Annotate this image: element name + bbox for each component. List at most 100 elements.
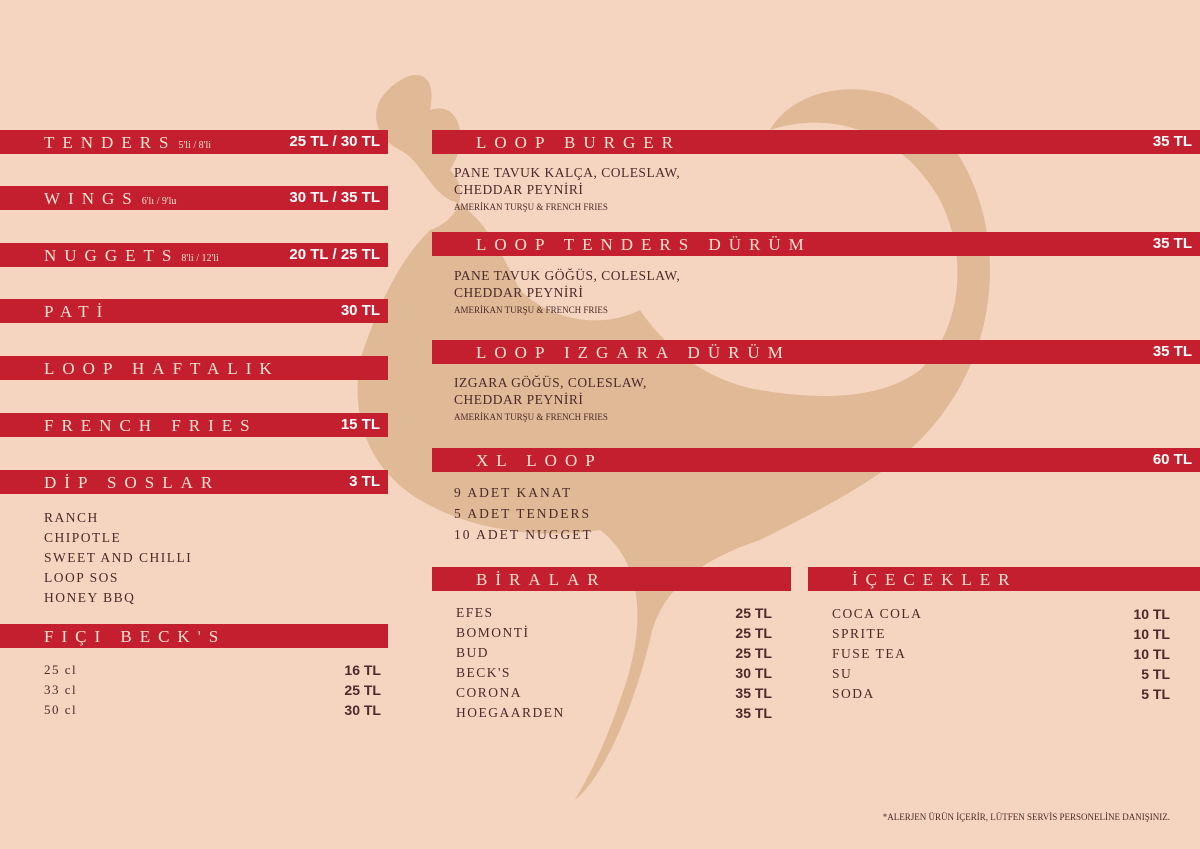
section-bar: XL LOOP 60 TL [432, 448, 1200, 472]
section-bar: LOOP IZGARA DÜRÜM 35 TL [432, 340, 1200, 364]
item-extra: AMERİKAN TURŞU & FRENCH FRIES [454, 412, 608, 422]
section-title: DİP SOSLAR [44, 473, 220, 493]
menu-item: HOEGAARDEN [456, 705, 565, 720]
menu-item: 50 cl [44, 702, 78, 717]
section-title: BİRALAR [476, 570, 607, 590]
section-title: LOOP HAFTALIK [44, 359, 280, 379]
item-description: 5 ADET TENDERS [454, 506, 592, 521]
item-description: 10 ADET NUGGET [454, 527, 593, 542]
section-price: 20 TL / 25 TL [289, 246, 380, 263]
section-bar: PATİ 30 TL [0, 299, 388, 323]
item-price: 25 TL [735, 605, 772, 621]
item-price: 35 TL [735, 685, 772, 701]
item-description: IZGARA GÖĞÜS, COLESLAW, [454, 375, 647, 390]
menu-item: LOOP SOS [44, 570, 119, 585]
section-price: 35 TL [1152, 343, 1192, 360]
menu-item: SODA [832, 686, 875, 701]
menu-item: 33 cl [44, 682, 78, 697]
section-title: NUGGETS 8'li / 12'li [44, 246, 219, 266]
item-description: CHEDDAR PEYNİRİ [454, 182, 584, 197]
section-title: LOOP TENDERS DÜRÜM [476, 235, 812, 255]
menu-item: RANCH [44, 510, 99, 525]
section-price: 35 TL [1152, 133, 1192, 150]
section-bar: BİRALAR [432, 567, 791, 591]
menu-item: SWEET AND CHILLI [44, 550, 193, 565]
item-price: 16 TL [344, 662, 381, 678]
title-text: LOOP TENDERS DÜRÜM [476, 235, 812, 254]
title-text: FRENCH FRIES [44, 416, 258, 435]
section-title: PATİ [44, 302, 110, 322]
section-bar: DİP SOSLAR 3 TL [0, 470, 388, 494]
menu-item: HONEY BBQ [44, 590, 136, 605]
item-price: 25 TL [735, 625, 772, 641]
menu-item: BECK'S [456, 665, 511, 680]
footer-note: *ALERJEN ÜRÜN İÇERİR, LÜTFEN SERVİS PERS… [882, 812, 1170, 822]
item-price: 30 TL [344, 702, 381, 718]
item-price: 25 TL [735, 645, 772, 661]
section-title: FRENCH FRIES [44, 416, 258, 436]
menu-item: BOMONTİ [456, 625, 530, 640]
item-price: 10 TL [1133, 626, 1170, 642]
menu-item: CHIPOTLE [44, 530, 122, 545]
menu-item: SPRITE [832, 626, 887, 641]
section-bar: WINGS 6'lı / 9'lu 30 TL / 35 TL [0, 186, 388, 210]
item-extra: AMERİKAN TURŞU & FRENCH FRIES [454, 305, 608, 315]
section-price: 30 TL [340, 302, 380, 319]
section-bar: İÇECEKLER [808, 567, 1200, 591]
section-price: 3 TL [349, 473, 380, 490]
menu-item: BUD [456, 645, 490, 660]
section-bar: NUGGETS 8'li / 12'li 20 TL / 25 TL [0, 243, 388, 267]
item-extra: AMERİKAN TURŞU & FRENCH FRIES [454, 202, 608, 212]
title-text: XL LOOP [476, 451, 603, 470]
section-price: 60 TL [1152, 451, 1192, 468]
section-title: XL LOOP [476, 451, 603, 471]
menu-item: FUSE TEA [832, 646, 907, 661]
section-price: 15 TL [340, 416, 380, 433]
section-price: 35 TL [1152, 235, 1192, 252]
portion-note: 8'li / 12'li [181, 253, 219, 264]
menu-item: SU [832, 666, 853, 681]
portion-note: 6'lı / 9'lu [141, 196, 177, 207]
menu-item: COCA COLA [832, 606, 923, 621]
section-title: TENDERS 5'li / 8'li [44, 133, 211, 153]
item-price: 5 TL [1141, 686, 1170, 702]
title-text: LOOP BURGER [476, 133, 681, 152]
item-price: 10 TL [1133, 646, 1170, 662]
item-description: PANE TAVUK KALÇA, COLESLAW, [454, 165, 681, 180]
section-bar: LOOP TENDERS DÜRÜM 35 TL [432, 232, 1200, 256]
title-text: İÇECEKLER [852, 570, 1018, 589]
title-text: TENDERS [44, 133, 177, 152]
title-text: BİRALAR [476, 570, 607, 589]
item-price: 30 TL [735, 665, 772, 681]
section-title: İÇECEKLER [852, 570, 1018, 590]
section-title: WINGS 6'lı / 9'lu [44, 189, 176, 209]
item-price: 35 TL [735, 705, 772, 721]
item-description: CHEDDAR PEYNİRİ [454, 285, 584, 300]
section-bar: FIÇI BECK'S [0, 624, 388, 648]
title-text: NUGGETS [44, 246, 180, 265]
item-price: 5 TL [1141, 666, 1170, 682]
section-title: LOOP BURGER [476, 133, 681, 153]
item-price: 25 TL [344, 682, 381, 698]
title-text: LOOP IZGARA DÜRÜM [476, 343, 791, 362]
section-bar: TENDERS 5'li / 8'li 25 TL / 30 TL [0, 130, 388, 154]
item-price: 10 TL [1133, 606, 1170, 622]
item-description: CHEDDAR PEYNİRİ [454, 392, 584, 407]
title-text: DİP SOSLAR [44, 473, 221, 492]
section-title: FIÇI BECK'S [44, 627, 226, 647]
menu-item: CORONA [456, 685, 523, 700]
section-bar: FRENCH FRIES 15 TL [0, 413, 388, 437]
title-text: PATİ [44, 302, 111, 321]
title-text: WINGS [44, 189, 140, 208]
section-bar: LOOP BURGER 35 TL [432, 130, 1200, 154]
section-title: LOOP IZGARA DÜRÜM [476, 343, 791, 363]
item-description: PANE TAVUK GÖĞÜS, COLESLAW, [454, 268, 681, 283]
title-text: FIÇI BECK'S [44, 627, 227, 646]
section-bar: LOOP HAFTALIK [0, 356, 388, 380]
menu-item: 25 cl [44, 662, 78, 677]
portion-note: 5'li / 8'li [178, 140, 212, 151]
item-description: 9 ADET KANAT [454, 485, 573, 500]
menu-item: EFES [456, 605, 494, 620]
